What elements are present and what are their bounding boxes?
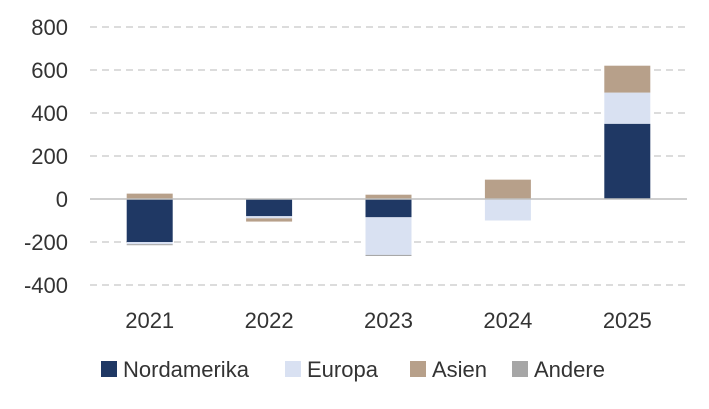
bar-segment-asien-2023 (365, 194, 412, 199)
grid-lines (90, 26, 687, 286)
legend-swatch (101, 361, 117, 377)
y-tick-label: -400 (24, 273, 68, 298)
bar-segment-asien-2024 (484, 179, 531, 199)
legend: Nordamerika Europa Asien Andere (101, 357, 605, 382)
y-tick-label: 0 (56, 187, 68, 212)
bar-segment-nordamerika-2021 (126, 199, 173, 242)
x-tick-label: 2025 (603, 308, 652, 333)
x-axis-ticks: 2021 2022 2023 2024 2025 (125, 308, 652, 333)
bar-segment-nordamerika-2022 (246, 199, 293, 217)
legend-item-andere: Andere (512, 357, 605, 382)
y-tick-label: 600 (31, 58, 68, 83)
legend-label: Andere (534, 357, 605, 382)
legend-label: Asien (432, 357, 487, 382)
legend-label: Nordamerika (123, 357, 250, 382)
legend-swatch (410, 361, 426, 377)
x-tick-label: 2024 (483, 308, 532, 333)
legend-item-asien: Asien (410, 357, 487, 382)
legend-item-nordamerika: Nordamerika (101, 357, 250, 382)
y-tick-label: 800 (31, 15, 68, 40)
y-tick-label: -200 (24, 230, 68, 255)
bar-segment-asien-2025 (604, 65, 651, 93)
bar-segment-europa-2024 (484, 199, 531, 221)
bar-segment-asien-2022 (246, 218, 293, 222)
legend-swatch (285, 361, 301, 377)
bars (126, 65, 651, 256)
y-tick-label: 400 (31, 101, 68, 126)
bar-segment-andere-2023 (365, 254, 412, 256)
x-tick-label: 2021 (125, 308, 174, 333)
bar-segment-nordamerika-2023 (365, 199, 412, 218)
x-tick-label: 2023 (364, 308, 413, 333)
bar-segment-asien-2021 (126, 193, 173, 199)
bar-segment-europa-2021 (126, 242, 173, 245)
bar-segment-europa-2022 (246, 216, 293, 219)
bar-segment-europa-2025 (604, 92, 651, 124)
bar-segment-andere-2021 (126, 244, 173, 246)
x-tick-label: 2022 (245, 308, 294, 333)
legend-item-europa: Europa (285, 357, 379, 382)
legend-label: Europa (307, 357, 379, 382)
y-tick-label: 200 (31, 144, 68, 169)
bar-segment-europa-2023 (365, 217, 412, 255)
legend-swatch (512, 361, 528, 377)
y-axis-ticks: 800 600 400 200 0 -200 -400 (24, 15, 68, 298)
bar-segment-nordamerika-2025 (604, 123, 651, 199)
